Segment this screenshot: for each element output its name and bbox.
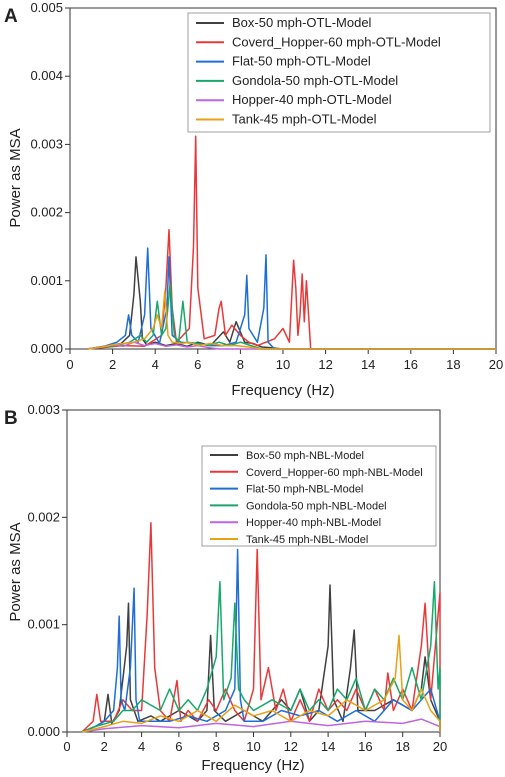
a-legend-label-5: Tank-45 mph-OTL-Model bbox=[232, 112, 377, 127]
a-y-tick-label: 0.004 bbox=[30, 68, 63, 83]
a-x-tick-label: 2 bbox=[109, 357, 116, 372]
b-series-line-1 bbox=[81, 521, 441, 733]
a-x-tick-label: 14 bbox=[361, 357, 375, 372]
a-x-tick-label: 16 bbox=[404, 357, 418, 372]
b-legend-label-5: Tank-45 mph-NBL-Model bbox=[246, 534, 368, 546]
b-series-line-5 bbox=[81, 634, 441, 733]
b-x-tick-label: 18 bbox=[395, 739, 409, 754]
a-y-tick-label: 0.002 bbox=[30, 205, 63, 220]
panel-a-series-lines bbox=[86, 135, 496, 350]
panel-b-series-lines bbox=[81, 521, 441, 733]
b-y-tick-label: 0.000 bbox=[27, 724, 60, 739]
a-y-tick-label: 0.005 bbox=[30, 0, 63, 15]
a-legend-label-2: Flat-50 mph-OTL-Model bbox=[232, 54, 371, 69]
b-legend-label-0: Box-50 mph-NBL-Model bbox=[246, 450, 364, 462]
a-legend-label-0: Box-50 mph-OTL-Model bbox=[232, 15, 372, 30]
b-x-tick-label: 8 bbox=[213, 739, 220, 754]
a-x-tick-label: 20 bbox=[489, 357, 503, 372]
b-x-tick-label: 20 bbox=[433, 739, 447, 754]
a-x-tick-label: 8 bbox=[237, 357, 244, 372]
a-legend-label-3: Gondola-50 mph-OTL-Model bbox=[232, 73, 398, 88]
b-x-tick-label: 4 bbox=[138, 739, 145, 754]
a-y-tick-label: 0.001 bbox=[30, 273, 63, 288]
b-y-tick-label: 0.001 bbox=[27, 617, 60, 632]
b-legend-label-2: Flat-50 mph-NBL-Model bbox=[246, 484, 363, 496]
b-legend-label-4: Hopper-40 mph-NBL-Model bbox=[246, 517, 381, 529]
a-y-tick-label: 0.000 bbox=[30, 341, 63, 356]
a-legend-label-1: Coverd_Hopper-60 mph-OTL-Model bbox=[232, 34, 441, 49]
b-series-line-3 bbox=[81, 580, 441, 733]
b-y-tick-label: 0.002 bbox=[27, 509, 60, 524]
a-x-tick-label: 10 bbox=[276, 357, 290, 372]
panel-a-y-axis-title: Power as MSA bbox=[7, 128, 24, 227]
panel-b: B 0 2 4 6 8 10 12 14 16 18 20 0.000 0.001 0.002 0.003… bbox=[4, 402, 447, 774]
panel-b-legend: Box-50 mph-NBL-Model Coverd_Hopper-60 mph… bbox=[201, 445, 437, 547]
b-legend-label-3: Gondola-50 mph-NBL-Model bbox=[246, 500, 387, 512]
b-x-tick-label: 12 bbox=[284, 739, 298, 754]
b-legend-label-1: Coverd_Hopper-60 mph-NBL-Model bbox=[246, 467, 423, 479]
a-series-line-3 bbox=[86, 283, 496, 350]
a-legend-label-4: Hopper-40 mph-OTL-Model bbox=[232, 92, 392, 107]
b-x-tick-label: 0 bbox=[63, 739, 70, 754]
panel-a-x-axis-title: Frequency (Hz) bbox=[231, 382, 334, 399]
panel-b-y-axis: 0.000 0.001 0.002 0.003 bbox=[27, 402, 67, 739]
b-x-tick-label: 2 bbox=[101, 739, 108, 754]
panel-a-y-axis: 0.000 0.001 0.002 0.003 0.004 0.005 bbox=[30, 0, 70, 356]
panel-b-y-axis-title: Power as MSA bbox=[7, 522, 24, 621]
b-y-tick-label: 0.003 bbox=[27, 402, 60, 417]
a-series-line-1 bbox=[86, 135, 496, 350]
panel-a: A 0 2 4 6 8 10 12 14 16 18 20 0.000 0.001 0.002 0.003… bbox=[4, 0, 503, 399]
b-x-tick-label: 14 bbox=[321, 739, 335, 754]
panel-a-legend: Box-50 mph-OTL-Model Coverd_Hopper-60 mph… bbox=[187, 12, 491, 133]
a-x-tick-label: 4 bbox=[152, 357, 159, 372]
b-x-tick-label: 10 bbox=[246, 739, 260, 754]
a-x-tick-label: 12 bbox=[318, 357, 332, 372]
a-x-tick-label: 0 bbox=[66, 357, 73, 372]
a-x-tick-label: 6 bbox=[194, 357, 201, 372]
panel-b-legend-box bbox=[201, 445, 437, 547]
a-y-tick-label: 0.003 bbox=[30, 136, 63, 151]
panel-b-x-axis: 0 2 4 6 8 10 12 14 16 18 20 bbox=[63, 732, 447, 754]
b-series-line-2 bbox=[81, 548, 441, 733]
panel-a-legend-box bbox=[187, 12, 491, 133]
panel-b-x-axis-title: Frequency (Hz) bbox=[201, 757, 304, 774]
b-x-tick-label: 6 bbox=[175, 739, 182, 754]
panel-b-letter: B bbox=[4, 408, 18, 429]
a-x-tick-label: 18 bbox=[446, 357, 460, 372]
panel-a-letter: A bbox=[4, 6, 18, 27]
panel-a-x-axis: 0 2 4 6 8 10 12 14 16 18 20 bbox=[66, 349, 503, 372]
b-x-tick-label: 16 bbox=[358, 739, 372, 754]
a-series-line-5 bbox=[86, 290, 496, 350]
